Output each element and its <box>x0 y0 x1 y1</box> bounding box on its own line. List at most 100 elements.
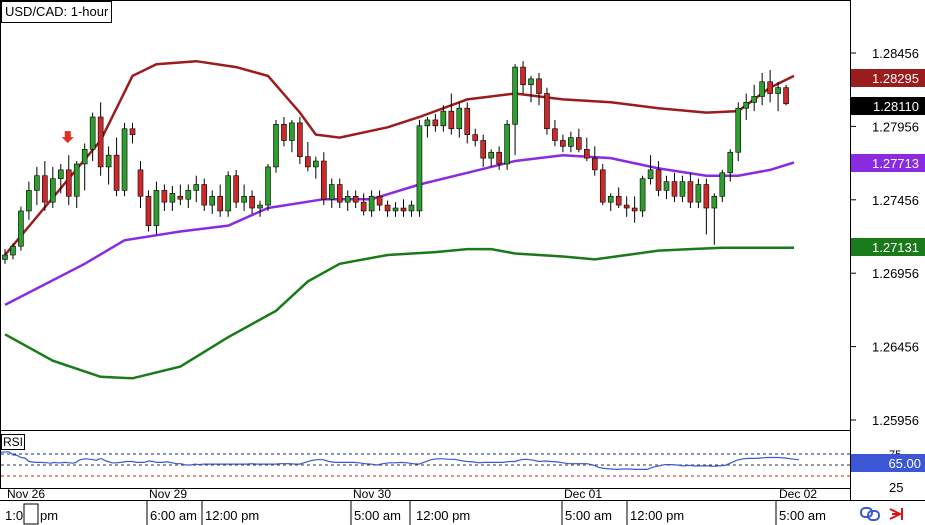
date-label: Nov 29 <box>149 487 187 501</box>
rsi-indicator <box>0 451 850 477</box>
date-label: Dec 02 <box>779 487 817 501</box>
bear-candle <box>767 81 773 94</box>
bull-candle <box>775 87 781 94</box>
bull-candle <box>241 195 247 203</box>
bull-candle <box>273 124 279 168</box>
bear-candle <box>591 157 598 171</box>
bull-candle <box>424 119 431 127</box>
price-panel-frame <box>0 0 851 431</box>
date-label: Nov 30 <box>353 487 391 501</box>
bull-candle <box>743 102 750 109</box>
bull-candle <box>751 96 757 103</box>
bull-candle <box>392 207 399 212</box>
bull-candle <box>153 190 160 226</box>
bull-candle <box>647 169 654 179</box>
bear-candle <box>631 207 638 212</box>
bear-candle <box>336 184 343 203</box>
bear-candle <box>576 137 582 150</box>
bull-candle <box>695 184 702 203</box>
bear-candle <box>376 195 383 206</box>
last-price-tag: 1.28110 <box>851 97 925 115</box>
rsi-value-tag: 65.00 <box>851 454 925 472</box>
bull-candle <box>50 178 56 203</box>
bull-candle <box>2 254 8 260</box>
rsi-value: 65.00 <box>888 456 921 471</box>
bear-candle <box>360 201 367 212</box>
red-arrow-icon[interactable] <box>889 508 903 520</box>
bull-candle <box>408 204 415 212</box>
bull-candle <box>26 190 32 212</box>
price-tick-label: 1.25956 <box>872 413 919 428</box>
upper-band-tag: 1.28295 <box>851 69 925 87</box>
bull-candle <box>81 149 88 165</box>
bull-candle <box>209 195 216 206</box>
time-label: 5:00 am <box>779 508 826 523</box>
bear-candle <box>400 207 407 212</box>
date-label: Dec 01 <box>564 487 602 501</box>
last-price-value: 1.28110 <box>873 99 919 114</box>
bear-candle <box>536 78 542 94</box>
bull-candle <box>169 193 176 203</box>
bear-candle <box>113 154 120 191</box>
bear-candle <box>464 107 471 135</box>
bear-candle <box>249 195 255 209</box>
bull-candle <box>257 204 263 209</box>
bear-candle <box>137 169 144 197</box>
rsi-line <box>0 451 800 471</box>
bear-candle <box>233 175 239 203</box>
time-label: 5:00 am <box>354 508 401 523</box>
bear-candle <box>655 169 662 191</box>
link-icon[interactable] <box>860 507 880 521</box>
bear-candle <box>65 169 72 197</box>
time-label: 12:00 pm <box>630 508 684 523</box>
bull-candle <box>121 128 128 191</box>
bear-candle <box>560 140 566 147</box>
bear-candle <box>281 124 287 141</box>
bull-candle <box>328 184 335 200</box>
bear-candle <box>599 169 606 203</box>
lower-band-line <box>4 246 794 380</box>
bear-candle <box>320 160 327 200</box>
bear-candle <box>480 140 487 159</box>
bull-candle <box>735 107 742 153</box>
bear-candle <box>161 190 168 203</box>
time-label: 12:00 pm <box>205 508 259 523</box>
bear-candle <box>448 110 455 130</box>
bull-candle <box>289 122 295 141</box>
date-label: Nov 26 <box>7 487 45 501</box>
bear-candle <box>305 156 311 168</box>
bull-candle <box>679 181 686 197</box>
upper-band-value: 1.28295 <box>872 71 919 86</box>
middle-band-tag: 1.27713 <box>851 154 925 172</box>
bull-candle <box>34 175 40 191</box>
bear-candle <box>432 119 439 127</box>
bull-candle <box>719 172 726 197</box>
bull-candle <box>504 124 510 165</box>
bull-candle <box>528 78 534 86</box>
price-tick-label: 1.27456 <box>872 193 919 208</box>
bear-candle <box>687 181 694 203</box>
time-axis: Nov 26 Nov 29 Nov 30 Dec 01 Dec 02 1:0 pm 6:00 … <box>5 487 826 525</box>
bull-candle <box>416 125 423 212</box>
bull-candle <box>488 151 494 159</box>
bear-candle <box>671 181 678 197</box>
bull-candle <box>313 160 319 168</box>
bull-candle <box>711 195 718 209</box>
bull-candle <box>73 163 80 197</box>
bull-candle <box>193 184 200 191</box>
middle-band-value: 1.27713 <box>872 156 919 171</box>
time-label: 6:00 am <box>150 508 197 523</box>
bull-candle <box>512 66 518 125</box>
bear-candle <box>584 149 590 159</box>
bull-candle <box>568 137 574 147</box>
bear-candle <box>623 204 630 209</box>
bull-candle <box>89 116 96 150</box>
lower-band-tag: 1.27131 <box>851 238 925 256</box>
bull-candle <box>727 151 734 174</box>
bear-candle <box>352 195 359 203</box>
bollinger-bands <box>4 59 795 380</box>
bear-candle <box>384 204 391 212</box>
signal-arrow <box>61 131 74 144</box>
bull-candle <box>663 181 670 191</box>
